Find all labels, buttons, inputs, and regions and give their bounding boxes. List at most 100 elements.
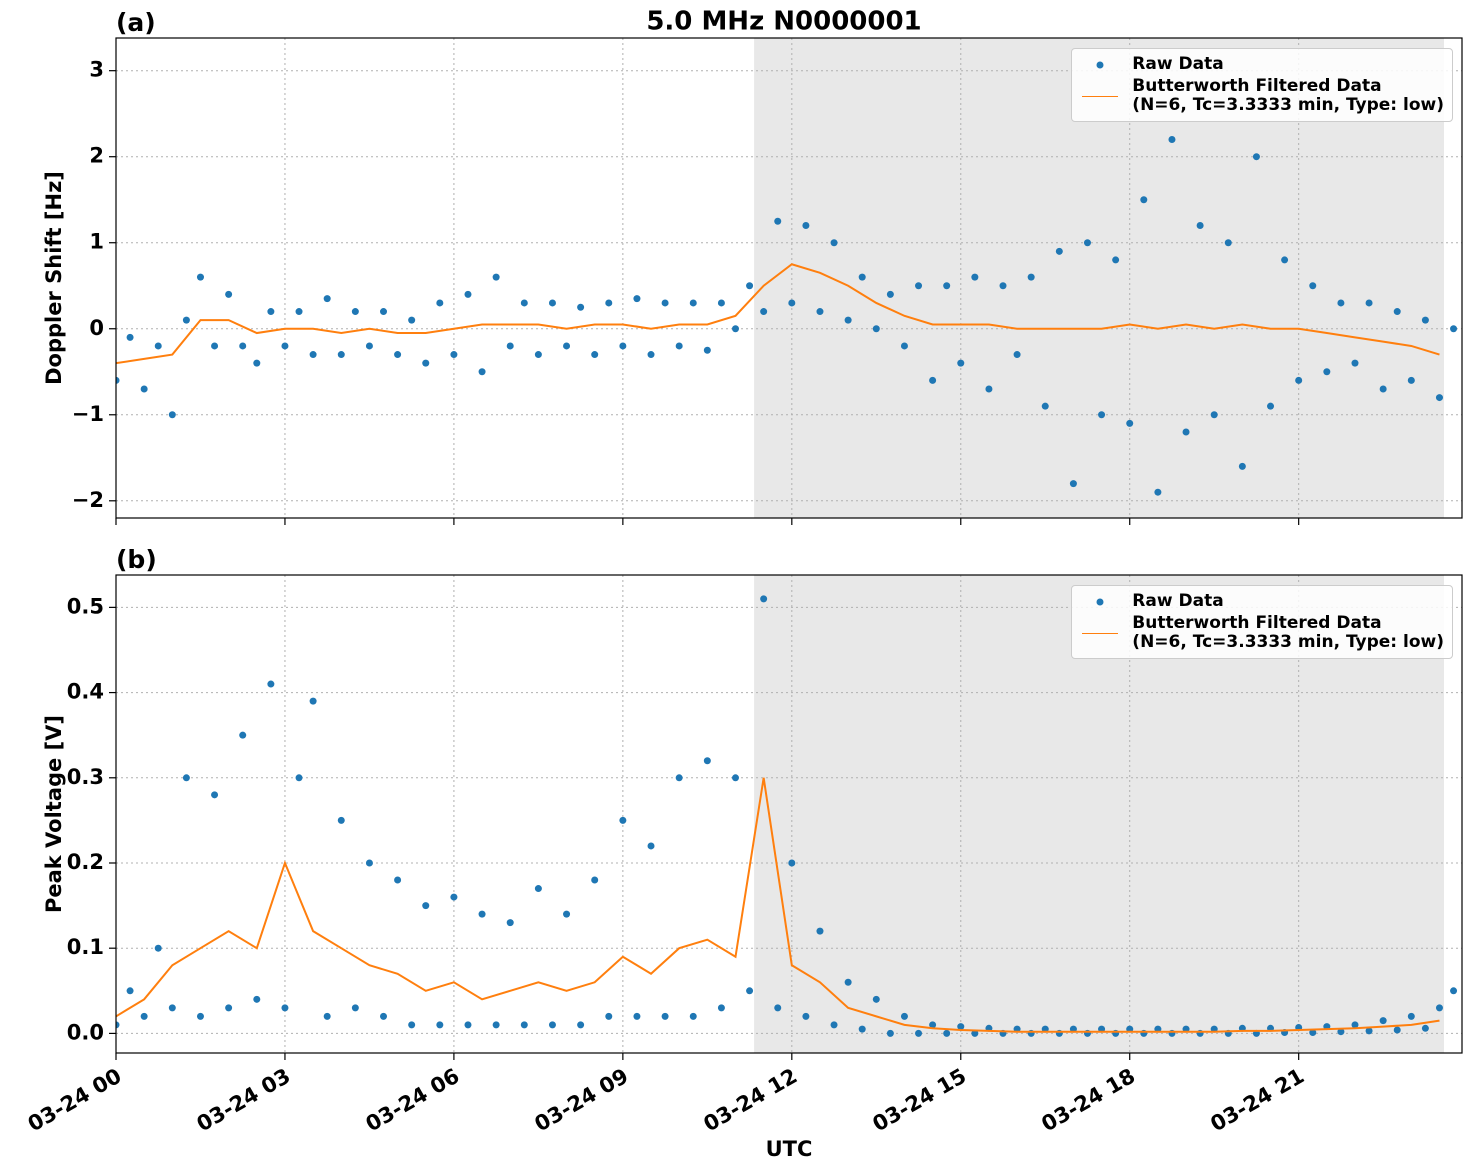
raw-point bbox=[605, 1012, 613, 1020]
raw-point bbox=[971, 1029, 979, 1037]
raw-point bbox=[1267, 402, 1275, 410]
raw-point bbox=[281, 1004, 289, 1012]
raw-point bbox=[703, 757, 711, 765]
raw-point bbox=[351, 308, 359, 316]
raw-point bbox=[816, 927, 824, 935]
raw-point bbox=[182, 316, 190, 324]
raw-point bbox=[661, 299, 669, 307]
raw-point bbox=[154, 342, 162, 350]
raw-point bbox=[957, 1023, 965, 1031]
y-axis-label: Doppler Shift [Hz] bbox=[42, 171, 66, 385]
raw-point bbox=[1083, 239, 1091, 247]
raw-point bbox=[520, 299, 528, 307]
raw-point bbox=[211, 791, 219, 799]
y-tick-label: 2 bbox=[89, 144, 104, 168]
raw-point bbox=[689, 1012, 697, 1020]
raw-point bbox=[394, 876, 402, 884]
raw-point bbox=[661, 1012, 669, 1020]
raw-point bbox=[971, 273, 979, 281]
raw-point bbox=[788, 859, 796, 867]
raw-point bbox=[1365, 299, 1373, 307]
legend-marker bbox=[1096, 61, 1104, 69]
raw-point bbox=[126, 987, 134, 995]
panel-label: (b) bbox=[116, 545, 157, 574]
raw-point bbox=[605, 299, 613, 307]
raw-point bbox=[957, 359, 965, 367]
raw-point bbox=[1140, 196, 1148, 204]
x-tick-label: 03-24 12 bbox=[700, 1064, 802, 1137]
raw-point bbox=[1365, 1027, 1373, 1035]
raw-point bbox=[886, 290, 894, 298]
raw-point bbox=[731, 325, 739, 333]
raw-point bbox=[858, 1025, 866, 1033]
y-tick-label: 0.5 bbox=[67, 594, 104, 618]
raw-point bbox=[196, 273, 204, 281]
y-tick-label: 0.3 bbox=[67, 765, 104, 789]
raw-point bbox=[577, 303, 585, 311]
raw-point bbox=[534, 885, 542, 893]
raw-point bbox=[1351, 359, 1359, 367]
raw-point bbox=[774, 217, 782, 225]
raw-point bbox=[464, 290, 472, 298]
raw-point bbox=[1450, 325, 1458, 333]
raw-point bbox=[116, 376, 120, 384]
raw-point bbox=[436, 299, 444, 307]
raw-point bbox=[295, 774, 303, 782]
y-tick-label: 0.2 bbox=[67, 850, 104, 874]
filtered-line bbox=[116, 263, 1440, 365]
raw-point bbox=[211, 342, 219, 350]
raw-point bbox=[1323, 368, 1331, 376]
raw-point bbox=[1252, 153, 1260, 161]
raw-point bbox=[915, 1029, 923, 1037]
legend-entry: Raw Data bbox=[1080, 55, 1444, 75]
raw-point bbox=[225, 1004, 233, 1012]
raw-point bbox=[633, 1012, 641, 1020]
raw-point bbox=[703, 346, 711, 354]
raw-point bbox=[1281, 256, 1289, 264]
y-tick-label: 0 bbox=[89, 316, 104, 340]
y-axis-label: Peak Voltage [V] bbox=[42, 715, 66, 913]
raw-point bbox=[900, 1012, 908, 1020]
raw-point bbox=[116, 1021, 120, 1029]
raw-point bbox=[351, 1004, 359, 1012]
raw-point bbox=[746, 987, 754, 995]
raw-point bbox=[886, 1029, 894, 1037]
raw-point bbox=[1055, 247, 1063, 255]
raw-point bbox=[337, 816, 345, 824]
legend: Raw Data Butterworth Filtered Data (N=6, … bbox=[1071, 585, 1453, 659]
raw-point bbox=[309, 351, 317, 359]
raw-point bbox=[548, 1021, 556, 1029]
raw-point bbox=[619, 342, 627, 350]
y-tick-label: 1 bbox=[89, 230, 104, 254]
raw-point bbox=[675, 342, 683, 350]
raw-point bbox=[239, 731, 247, 739]
raw-point bbox=[943, 282, 951, 290]
raw-point bbox=[1210, 411, 1218, 419]
raw-point bbox=[1196, 222, 1204, 230]
raw-point bbox=[1337, 1028, 1345, 1036]
y-tick-label: 0.4 bbox=[67, 680, 104, 704]
raw-point bbox=[1027, 273, 1035, 281]
raw-point bbox=[1407, 376, 1415, 384]
raw-point bbox=[1309, 282, 1317, 290]
raw-point bbox=[1295, 376, 1303, 384]
raw-point bbox=[253, 359, 261, 367]
raw-point bbox=[999, 282, 1007, 290]
raw-point bbox=[492, 1021, 500, 1029]
raw-point bbox=[689, 299, 697, 307]
raw-point bbox=[478, 910, 486, 918]
raw-point bbox=[492, 273, 500, 281]
raw-point bbox=[830, 1021, 838, 1029]
raw-point bbox=[872, 995, 880, 1003]
y-tick-label: 0.1 bbox=[67, 935, 104, 959]
raw-point bbox=[1421, 316, 1429, 324]
legend-label: Raw Data bbox=[1132, 591, 1224, 611]
raw-point bbox=[365, 342, 373, 350]
x-tick-label: 03-24 06 bbox=[362, 1064, 464, 1137]
raw-point bbox=[717, 1004, 725, 1012]
raw-point bbox=[675, 774, 683, 782]
legend-entry: Butterworth Filtered Data (N=6, Tc=3.333… bbox=[1080, 614, 1444, 652]
y-tick-label: −1 bbox=[72, 402, 104, 426]
raw-point bbox=[872, 325, 880, 333]
raw-point bbox=[154, 944, 162, 952]
